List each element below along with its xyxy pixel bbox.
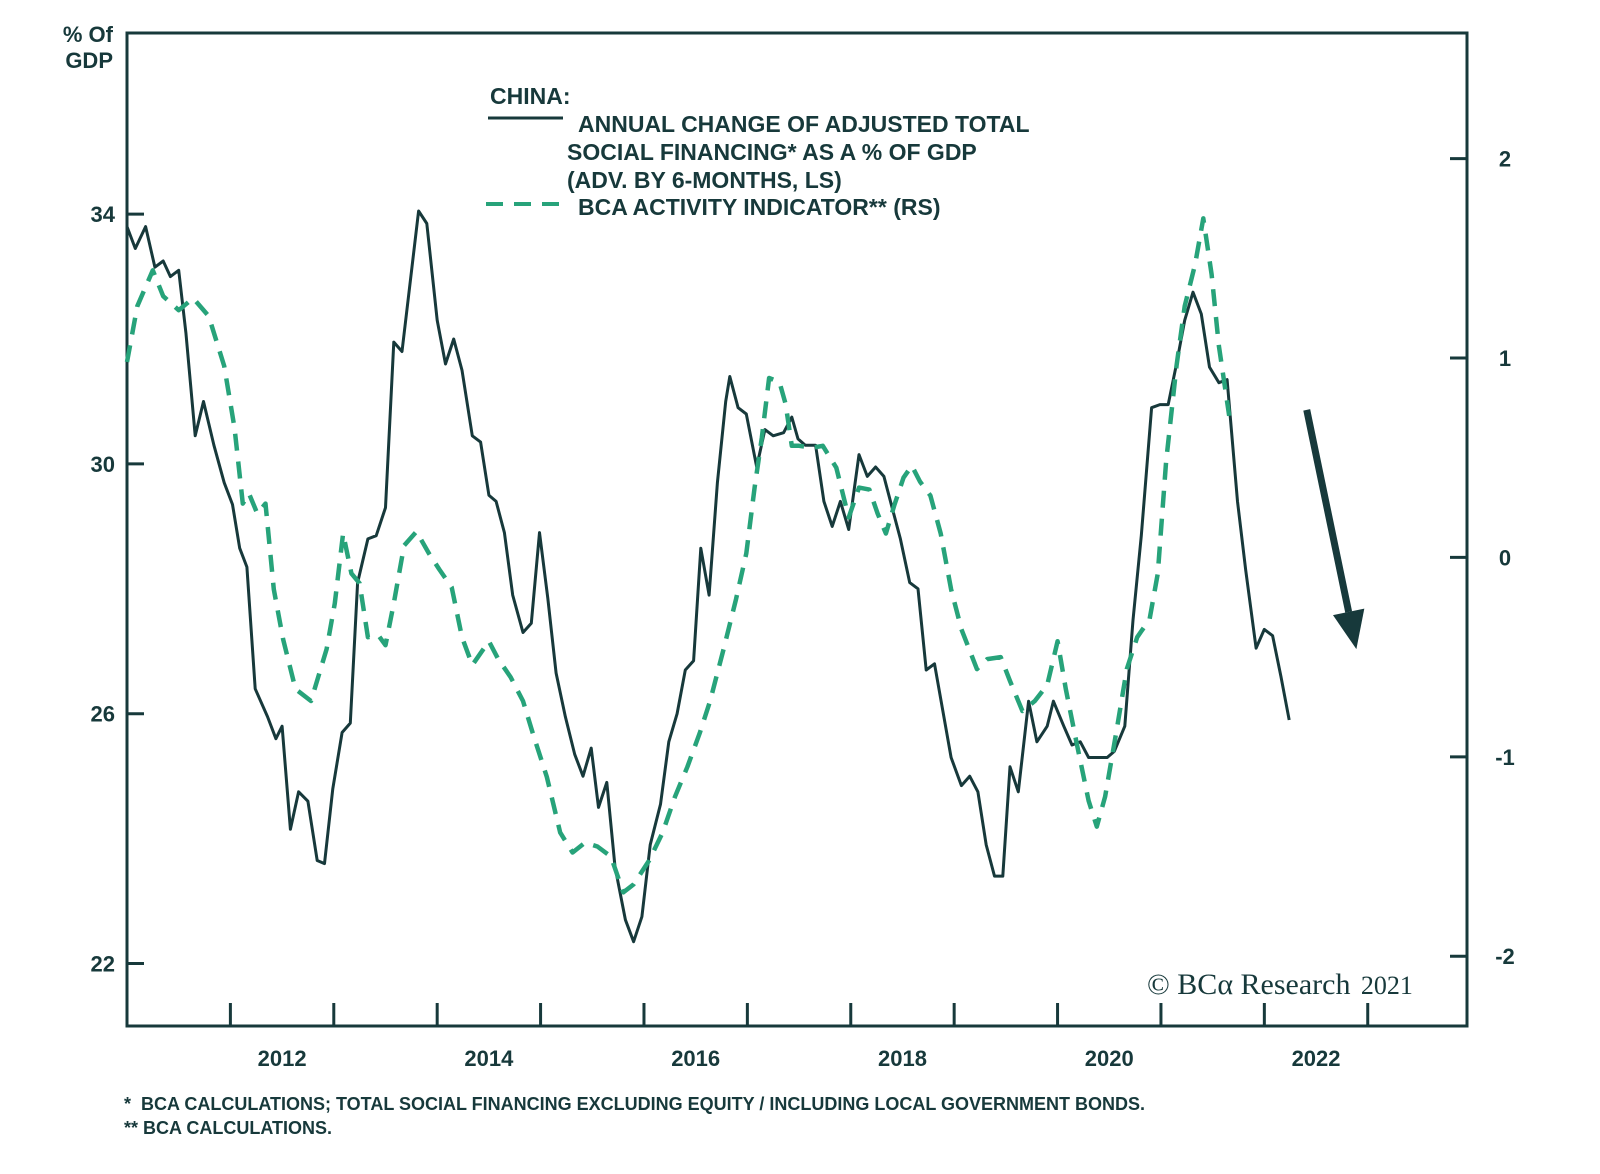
left-tick-label: 30 [91,452,115,477]
copyright: © BCα Research 2021 [1147,968,1413,1001]
x-tick-label: 2022 [1292,1046,1341,1071]
plot-frame [125,31,1469,1028]
right-tick-label: -2 [1495,944,1515,969]
right-axis: -2 -1 0 1 2 [1450,147,1515,969]
x-tick-label: 2020 [1085,1046,1134,1071]
trend-arrow [1303,409,1365,650]
series-line-activity-indicator [124,216,1232,895]
right-tick-label: 2 [1499,147,1511,172]
series-layer [124,209,1291,944]
legend-solid-label-2: SOCIAL FINANCING* AS A % OF GDP [567,139,977,165]
x-tick-label: 2018 [878,1046,927,1071]
legend-title: CHINA: [490,83,571,109]
x-tick-label: 2016 [671,1046,720,1071]
right-tick-label: 1 [1499,346,1511,371]
left-axis-title-line2: GDP [65,48,113,73]
x-tick-label: 2014 [464,1046,514,1071]
left-axis-title-line1: % Of [63,22,114,47]
x-tick-label: 2012 [258,1046,307,1071]
footnote-1: * BCA CALCULATIONS; TOTAL SOCIAL FINANCI… [124,1094,1146,1114]
legend-dashed-label: BCA ACTIVITY INDICATOR** (RS) [578,194,940,220]
legend: CHINA: ANNUAL CHANGE OF ADJUSTED TOTAL S… [486,83,1030,220]
left-axis: 22 26 30 34 [91,202,144,977]
footnote-2: ** BCA CALCULATIONS. [124,1118,332,1138]
copyright-brand: © BCα Research [1147,968,1350,1001]
x-axis: 2012 2014 2016 2018 2020 2022 [228,1003,1370,1071]
legend-solid-label-1: ANNUAL CHANGE OF ADJUSTED TOTAL [578,111,1030,137]
left-tick-label: 26 [91,702,115,727]
series-line-social-financing [125,209,1291,944]
legend-solid-label-3: (ADV. BY 6-MONTHS, LS) [567,167,842,193]
copyright-year: 2021 [1361,971,1413,1000]
arrow-head [1332,608,1365,650]
left-tick-label: 22 [91,952,115,977]
right-tick-label: -1 [1495,745,1515,770]
left-tick-label: 34 [91,202,116,227]
arrow-shaft [1303,409,1353,613]
right-tick-label: 0 [1499,545,1511,570]
